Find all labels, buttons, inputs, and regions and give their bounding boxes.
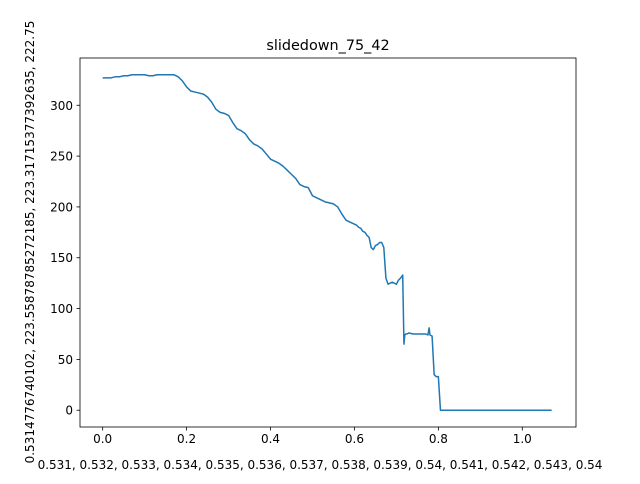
y-axis-label: 0.5314776740102, 223.5587878527218​5, 22…	[23, 21, 37, 464]
y-tick-label: 100	[50, 302, 73, 316]
plot-area	[102, 74, 552, 411]
y-tick-label: 200	[50, 200, 73, 214]
x-tick-label: 0.8	[429, 432, 448, 446]
x-tick-label: 0.4	[261, 432, 280, 446]
y-tick-label: 150	[50, 251, 73, 265]
y-tick-label: 300	[50, 99, 73, 113]
axes-frame	[79, 57, 577, 428]
x-tick-label: 0.2	[177, 432, 196, 446]
x-tick-label: 0.6	[345, 432, 364, 446]
series-line	[102, 74, 552, 411]
y-tick-label: 50	[58, 353, 73, 367]
x-tick-label: 0.0	[93, 432, 112, 446]
y-axis: 0 50 100 150 200 250 300	[50, 99, 80, 418]
y-tick-label: 0	[65, 404, 73, 418]
chart-title: slidedown_75_42	[266, 38, 389, 54]
y-tick-label: 250	[50, 150, 73, 164]
x-tick-label: 1.0	[513, 432, 532, 446]
x-axis: 0.0 0.2 0.4 0.6 0.8 1.0	[93, 427, 532, 446]
x-axis-label: 0.531, 0.532, 0.533, 0.534, 0.535, 0.536…	[38, 458, 603, 472]
